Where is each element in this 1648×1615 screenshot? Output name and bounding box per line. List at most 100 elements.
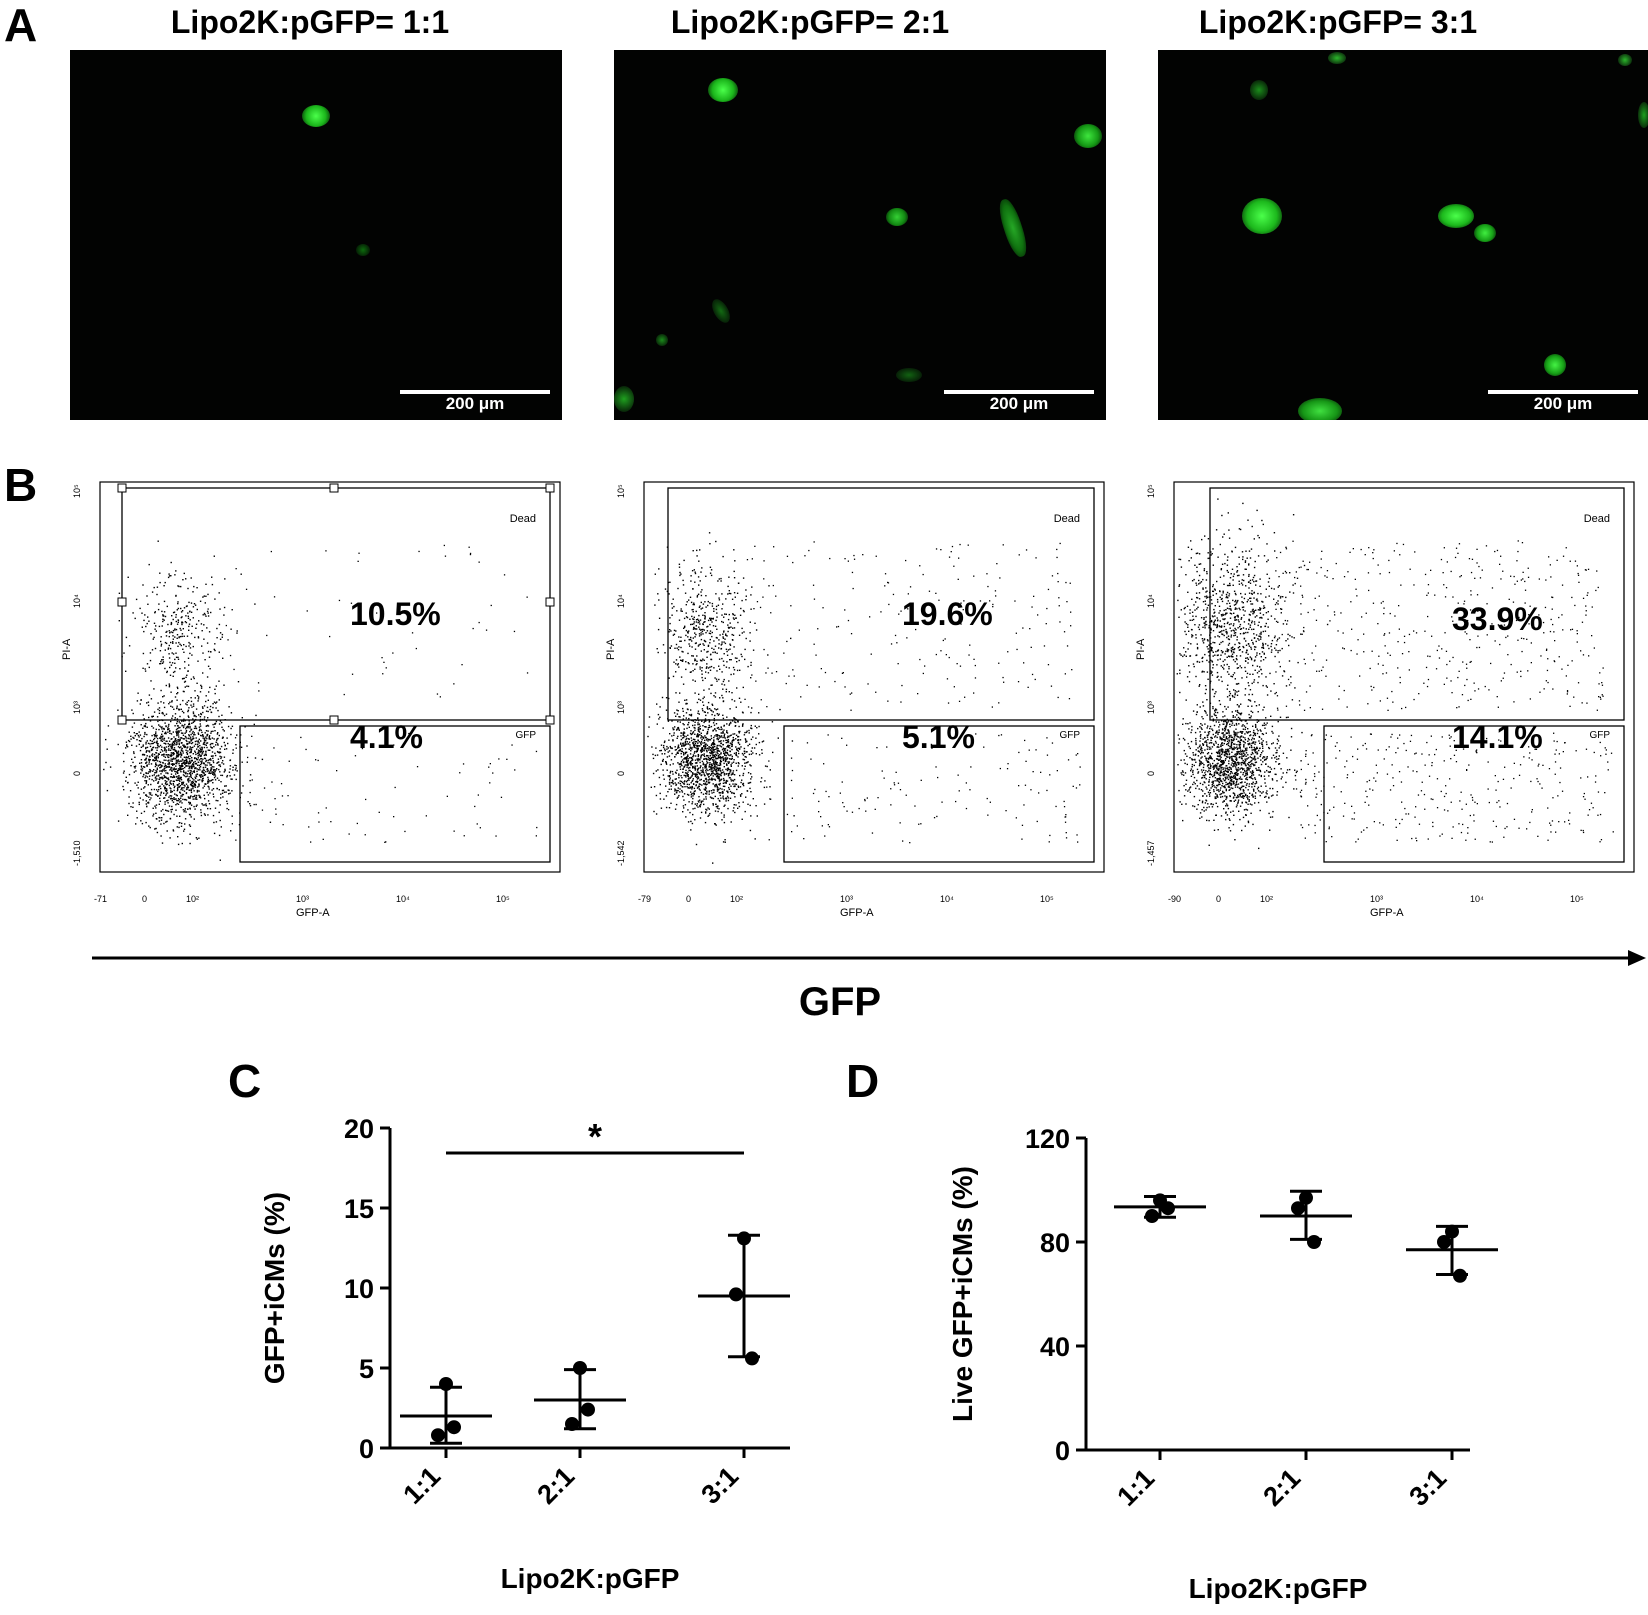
x-axis-label: Lipo2K:pGFP — [1189, 1573, 1368, 1604]
x-axis-label: Lipo2K:pGFP — [501, 1563, 680, 1594]
svg-text:10⁵: 10⁵ — [72, 484, 82, 498]
data-point — [1445, 1224, 1459, 1239]
svg-text:GFP-A: GFP-A — [840, 907, 874, 919]
data-point — [1307, 1235, 1321, 1249]
gfp-gate-2 — [783, 725, 1095, 863]
svg-text:0: 0 — [616, 771, 626, 776]
svg-text:PI-A: PI-A — [605, 638, 617, 660]
y-tick-label: 5 — [359, 1354, 374, 1384]
y-tick-label: 10 — [344, 1274, 374, 1304]
svg-text:10²: 10² — [730, 894, 743, 904]
dead-percent-1: 10.5% — [350, 596, 441, 632]
data-point — [431, 1428, 445, 1443]
y-axis-label: GFP+iCMs (%) — [259, 1192, 290, 1384]
x-tick-label: 1:1 — [1111, 1463, 1160, 1512]
y-tick-label: 0 — [359, 1434, 374, 1464]
y-tick-label: 0 — [1055, 1436, 1070, 1466]
flow-events-3 — [1176, 498, 1614, 850]
gfp-gate-label-2: GFP — [1059, 730, 1080, 741]
data-point — [447, 1420, 461, 1435]
gfp-gate-label-3: GFP — [1589, 730, 1610, 741]
gfp-gate-3 — [1323, 725, 1625, 863]
svg-text:10³: 10³ — [840, 894, 853, 904]
scalebar-2 — [944, 390, 1094, 394]
scalebar-label-1: 200 μm — [445, 394, 505, 413]
svg-text:10⁴: 10⁴ — [72, 594, 82, 608]
data-point — [1453, 1268, 1467, 1283]
dead-gate-2 — [667, 487, 1095, 721]
svg-text:-1,542: -1,542 — [616, 840, 626, 866]
chart-c: 0 5 10 15 20 GFP+iCMs (%) 1:1 2:1 3:1 Lipo2K:pGFP… — [259, 1114, 790, 1594]
x-tick-label: 3:1 — [695, 1461, 744, 1510]
data-point — [1299, 1190, 1313, 1205]
data-point — [565, 1417, 579, 1431]
svg-text:-71: -71 — [94, 894, 107, 904]
micrograph-3: 200 μm — [1158, 50, 1648, 420]
dead-gate-label-1: Dead — [510, 513, 536, 525]
gfp-axis-arrow — [92, 950, 1646, 966]
gfp-percent-1: 4.1% — [350, 719, 423, 755]
micrograph-title-3: Lipo2K:pGFP= 3:1 — [1198, 4, 1478, 40]
data-point — [1291, 1201, 1305, 1216]
scalebar-label-3: 200 μm — [1533, 394, 1593, 413]
data-point — [745, 1351, 759, 1366]
svg-text:10³: 10³ — [296, 894, 309, 904]
y-tick-label: 20 — [344, 1114, 374, 1144]
svg-text:10⁴: 10⁴ — [940, 894, 954, 904]
flow-events-1 — [103, 540, 538, 861]
panel-letter-d: D — [846, 1055, 880, 1107]
svg-text:-1,510: -1,510 — [72, 840, 82, 866]
gfp-percent-3: 14.1% — [1452, 719, 1543, 755]
gfp-gate-1 — [239, 725, 551, 863]
data-point — [1145, 1209, 1159, 1223]
chart-d: 0 40 80 120 Live GFP+iCMs (%) 1:1 2:1 3:1 Lipo2K… — [947, 1124, 1498, 1604]
flow-plot-3: Dead GFP 33.9% 14.1% 10⁵ 10⁴ 10³ 0 -1,45… — [1135, 481, 1635, 919]
svg-text:10⁵: 10⁵ — [496, 894, 510, 904]
svg-text:10⁵: 10⁵ — [616, 484, 626, 498]
svg-text:0: 0 — [72, 771, 82, 776]
data-point — [1437, 1235, 1451, 1249]
dead-percent-2: 19.6% — [902, 596, 993, 632]
svg-text:PI-A: PI-A — [61, 638, 73, 660]
dead-gate-3 — [1209, 487, 1625, 721]
svg-text:10³: 10³ — [616, 701, 626, 714]
svg-text:10⁴: 10⁴ — [616, 594, 626, 608]
data-point — [581, 1402, 595, 1417]
data-point — [573, 1361, 587, 1375]
data-point — [1161, 1201, 1175, 1216]
y-tick-label: 80 — [1040, 1228, 1070, 1258]
gfp-percent-2: 5.1% — [902, 719, 975, 755]
flow-plot-2: Dead GFP 19.6% 5.1% 10⁵ 10⁴ 10³ 0 -1,542… — [605, 481, 1105, 919]
panel-letter-b: B — [4, 459, 38, 511]
data-point — [737, 1231, 751, 1246]
micrograph-1: 200 μm — [70, 50, 562, 420]
y-tick-label: 15 — [344, 1194, 374, 1224]
flow-events-2 — [647, 532, 1081, 864]
svg-text:0: 0 — [142, 894, 147, 904]
y-axis-label: Live GFP+iCMs (%) — [947, 1166, 978, 1422]
y-tick-label: 120 — [1025, 1124, 1070, 1154]
panel-letter-c: C — [228, 1055, 262, 1107]
svg-text:10³: 10³ — [72, 701, 82, 714]
scalebar-1 — [400, 390, 550, 394]
svg-text:10⁴: 10⁴ — [396, 894, 410, 904]
scalebar-3 — [1488, 390, 1638, 394]
x-tick-label: 3:1 — [1403, 1463, 1452, 1512]
data-point — [729, 1287, 743, 1302]
flow-plot-1: Dead GFP 10.5% 4.1% 10⁵ 10⁴ 10³ 0 -1,510… — [61, 481, 561, 919]
svg-text:-79: -79 — [638, 894, 651, 904]
micrograph-title-1: Lipo2K:pGFP= 1:1 — [170, 4, 450, 40]
micrograph-2: 200 μm — [614, 50, 1106, 420]
dead-gate-1 — [117, 483, 555, 725]
dead-gate-label-3: Dead — [1584, 513, 1610, 525]
dead-gate-label-2: Dead — [1054, 513, 1080, 525]
svg-text:GFP-A: GFP-A — [296, 907, 330, 919]
x-tick-label: 2:1 — [1257, 1463, 1306, 1512]
micrograph-title-2: Lipo2K:pGFP= 2:1 — [670, 4, 950, 40]
y-tick-label: 40 — [1040, 1332, 1070, 1362]
scalebar-label-2: 200 μm — [989, 394, 1049, 413]
gfp-gate-label-1: GFP — [515, 730, 536, 741]
significance-marker: * — [588, 1116, 602, 1157]
svg-text:10⁵: 10⁵ — [1040, 894, 1054, 904]
data-point — [439, 1377, 453, 1391]
